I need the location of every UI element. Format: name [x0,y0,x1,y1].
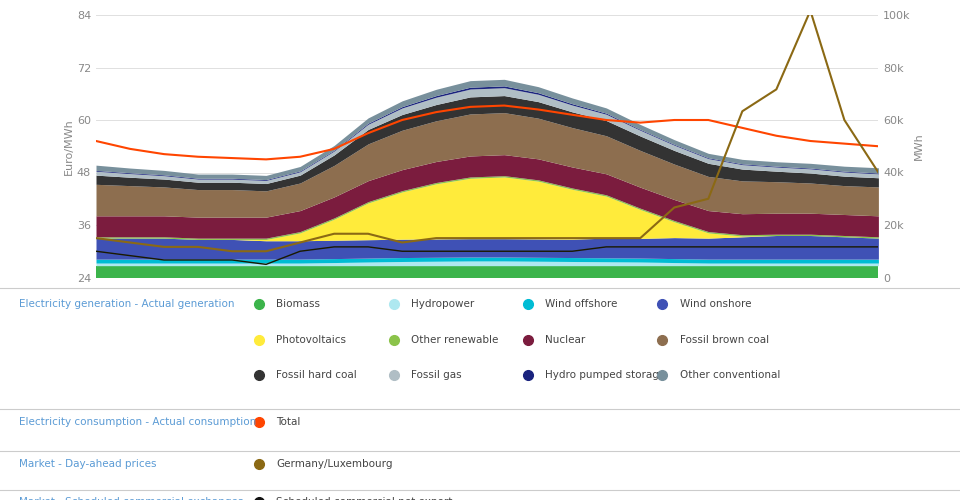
Text: Market - Day-ahead prices: Market - Day-ahead prices [19,460,156,469]
Text: Photovoltaics: Photovoltaics [276,335,347,345]
Text: Wind offshore: Wind offshore [545,299,617,309]
Text: Hydropower: Hydropower [411,299,474,309]
Text: Hydro pumped storage: Hydro pumped storage [545,370,665,380]
Text: Fossil gas: Fossil gas [411,370,462,380]
Text: Electricity consumption - Actual consumption: Electricity consumption - Actual consump… [19,417,256,427]
Text: Market - Scheduled commercial exchanges: Market - Scheduled commercial exchanges [19,497,244,500]
Y-axis label: Euro/MWh: Euro/MWh [64,118,74,174]
Text: Other renewable: Other renewable [411,335,498,345]
Text: Total: Total [276,417,300,427]
Text: Other conventional: Other conventional [680,370,780,380]
Text: Fossil brown coal: Fossil brown coal [680,335,769,345]
Text: Electricity generation - Actual generation: Electricity generation - Actual generati… [19,299,234,309]
Text: Nuclear: Nuclear [545,335,586,345]
Text: Scheduled commercial net export: Scheduled commercial net export [276,497,453,500]
Text: Wind onshore: Wind onshore [680,299,751,309]
Y-axis label: MWh: MWh [914,132,924,160]
Text: Fossil hard coal: Fossil hard coal [276,370,357,380]
Text: Germany/Luxembourg: Germany/Luxembourg [276,460,393,469]
Text: Biomass: Biomass [276,299,321,309]
